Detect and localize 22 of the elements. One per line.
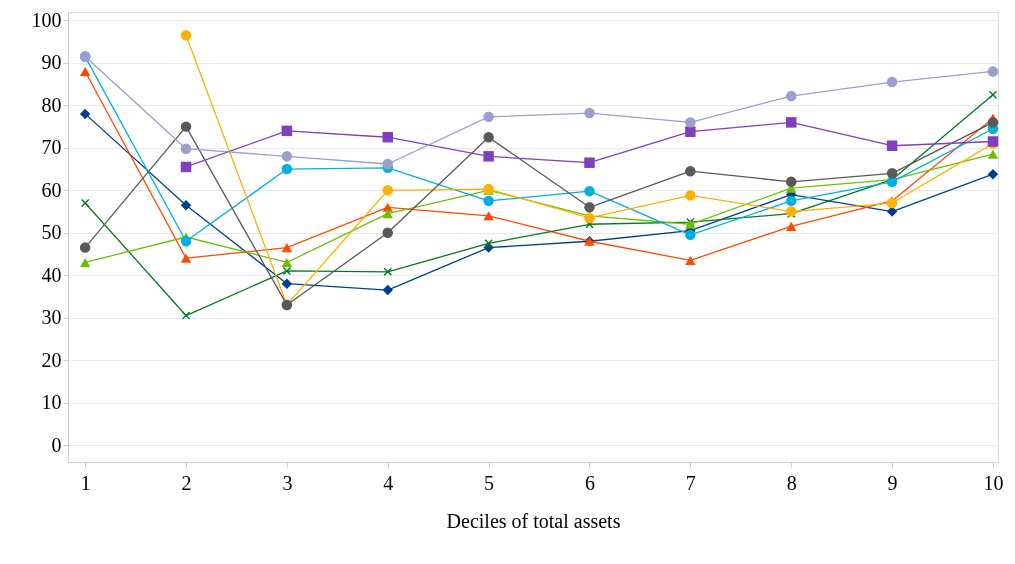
y-tick-label: 80 [41, 93, 62, 116]
x-tick-label: 1 [80, 471, 91, 494]
x-tick-label: 10 [983, 471, 1004, 494]
x-tick-label: 2 [181, 471, 192, 494]
x-tick-label: 4 [383, 471, 394, 494]
y-tick-label: 0 [51, 433, 62, 456]
y-tick-label: 90 [41, 51, 62, 74]
x-tick-label: 3 [282, 471, 293, 494]
x-tick-label: 7 [685, 471, 696, 494]
y-tick-label: 20 [41, 348, 62, 371]
y-tick-label: 50 [41, 221, 62, 244]
y-tick-label: 100 [31, 8, 62, 31]
x-axis-title: Deciles of total assets [446, 509, 621, 532]
x-tick-label: 8 [786, 471, 797, 494]
y-tick-label: 60 [41, 178, 62, 201]
x-tick-label: 9 [887, 471, 898, 494]
y-tick-label: 30 [41, 306, 62, 329]
y-tick-label: 70 [41, 136, 62, 159]
y-tick-label: 10 [41, 391, 62, 414]
x-tick-label: 6 [584, 471, 595, 494]
x-tick-label: 5 [484, 471, 495, 494]
y-tick-label: 40 [41, 263, 62, 286]
